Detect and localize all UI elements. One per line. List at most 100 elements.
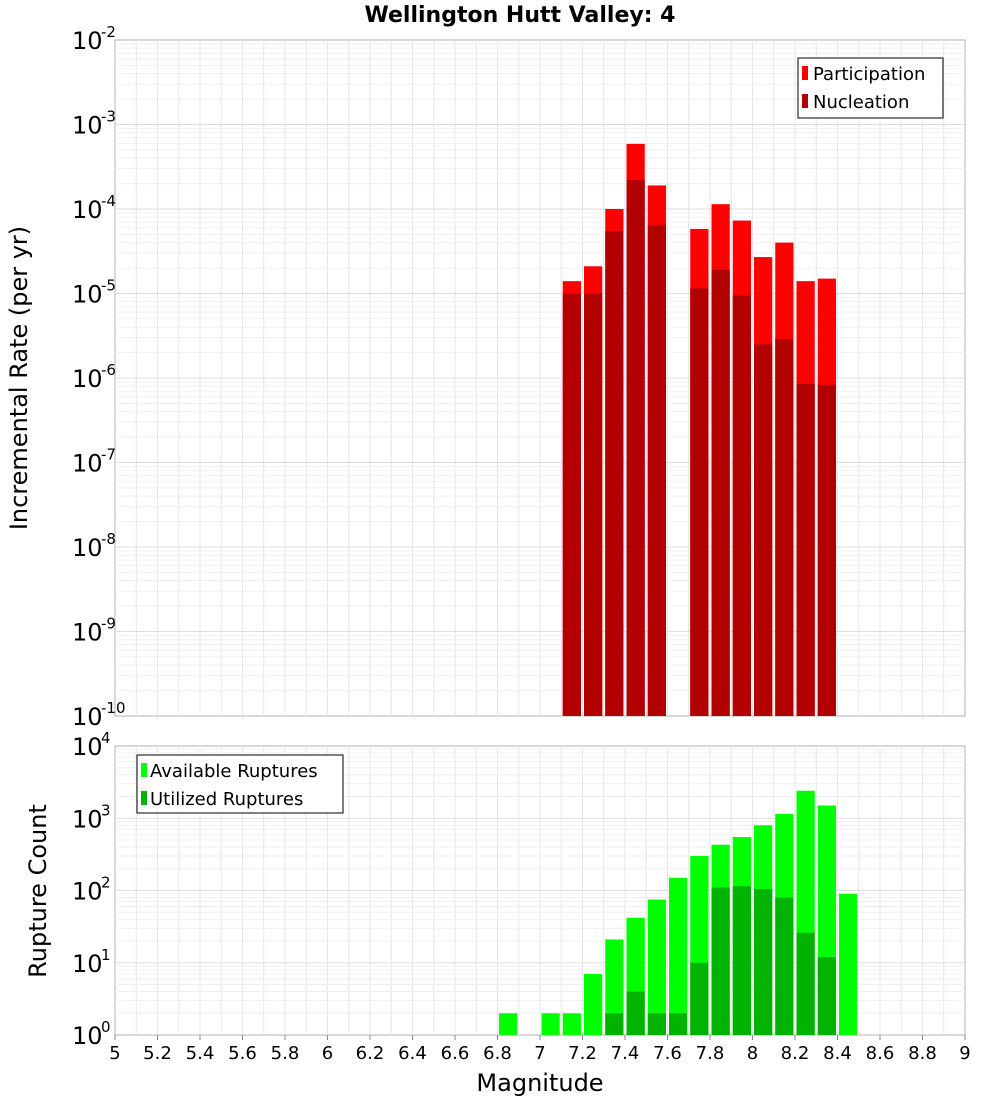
count-bar-s0	[584, 973, 603, 1035]
rate-bar-s1	[775, 338, 794, 716]
x-tick-label: 6.2	[356, 1043, 385, 1064]
count-y-tick-base: 10	[72, 950, 103, 978]
x-tick-label: 7.2	[568, 1043, 597, 1064]
count-bar-s0	[839, 893, 858, 1035]
count-y-tick-label: 100	[72, 1018, 111, 1050]
x-tick-label: 6.4	[398, 1043, 427, 1064]
rate-y-tick-base: 10	[72, 450, 103, 478]
count-y-tick-label: 101	[72, 946, 111, 978]
rate-bar-s1	[690, 288, 709, 716]
count-bar-s1	[605, 1013, 624, 1035]
rate-y-tick-base: 10	[72, 619, 103, 647]
count-y-tick-base: 10	[72, 733, 103, 761]
rate-y-tick-base: 10	[72, 365, 103, 393]
legend-available: Available Ruptures	[150, 761, 318, 782]
rate-y-tick-base: 10	[72, 196, 103, 224]
rate-bars	[562, 143, 836, 717]
x-tick-label: 8.2	[781, 1043, 810, 1064]
utilized-swatch	[141, 791, 147, 805]
count-y-tick-label: 103	[72, 801, 111, 833]
x-tick-label: 6.6	[441, 1043, 470, 1064]
rate-y-tick-base: 10	[72, 703, 103, 731]
x-tick-label: 8.6	[866, 1043, 895, 1064]
x-tick-label: 8	[747, 1043, 758, 1064]
count-bar-s1	[775, 897, 794, 1035]
rate-y-tick-base: 10	[72, 534, 103, 562]
count-bar-s0	[605, 939, 624, 1035]
rate-y-tick-exp: -4	[101, 192, 116, 210]
x-tick-label: 8.8	[908, 1043, 937, 1064]
count-bar-s0	[562, 1013, 581, 1035]
x-tick-label: 5.6	[228, 1043, 257, 1064]
rate-y-tick-exp: -3	[101, 108, 116, 126]
count-bar-s1	[626, 991, 645, 1035]
rate-y-tick-exp: -8	[101, 530, 116, 548]
count-bar-s1	[711, 887, 730, 1035]
count-bar-s1	[690, 962, 709, 1035]
legend-utilized: Utilized Ruptures	[150, 789, 303, 810]
participation-swatch	[802, 66, 808, 80]
x-ticks: 5 5.2 5.4 5.6 5.8 6 6.2 6.4 6.6 6.8 7 7.2 7.4 7.6 7.8 8…	[109, 1035, 971, 1064]
rate-bar-s1	[626, 180, 645, 716]
count-y-tick-label: 104	[72, 729, 111, 761]
rate-y-tick-label: 10-5	[72, 277, 116, 309]
count-bar-s0	[499, 1013, 518, 1035]
count-bar-s1	[796, 932, 815, 1035]
x-tick-label: 7.8	[696, 1043, 725, 1064]
x-tick-label: 6.8	[483, 1043, 512, 1064]
rate-bar-s1	[647, 224, 666, 716]
count-y-tick-exp: 1	[101, 946, 111, 964]
x-tick-label: 5.8	[271, 1043, 300, 1064]
count-y-tick-label: 102	[72, 874, 111, 906]
x-tick-label: 5	[109, 1043, 120, 1064]
rate-bar-s1	[817, 384, 836, 716]
rate-y-tick-base: 10	[72, 27, 103, 55]
rate-y-tick-label: 10-6	[72, 361, 116, 393]
rate-y-tick-exp: -9	[101, 615, 116, 633]
rate-bar-s1	[732, 295, 751, 716]
rate-y-tick-exp: -6	[101, 361, 116, 379]
rate-bar-s1	[754, 344, 773, 716]
rate-y-tick-label: 10-3	[72, 108, 116, 140]
x-tick-label: 7	[534, 1043, 545, 1064]
rate-legend: Participation Nucleation	[797, 57, 944, 119]
rate-y-tick-base: 10	[72, 112, 103, 140]
rate-y-tick-exp: -5	[101, 277, 116, 295]
legend-participation: Participation	[813, 64, 925, 85]
rate-y-tick-label: 10-10	[72, 699, 126, 731]
rate-y-tick-exp: -2	[101, 23, 116, 41]
count-legend: Available Ruptures Utilized Ruptures	[136, 754, 344, 814]
count-y-axis-label: Rupture Count	[24, 804, 52, 978]
count-bar-s1	[754, 888, 773, 1035]
x-tick-label: 9	[959, 1043, 970, 1064]
available-swatch	[141, 763, 147, 777]
x-axis-label: Magnitude	[476, 1069, 603, 1097]
chart-title: Wellington Hutt Valley: 4	[365, 3, 676, 28]
rate-y-tick-exp: -10	[101, 699, 126, 717]
x-tick-label: 8.4	[823, 1043, 852, 1064]
count-y-tick-exp: 4	[101, 729, 111, 747]
x-tick-label: 6	[322, 1043, 333, 1064]
rate-y-tick-exp: -7	[101, 446, 116, 464]
rate-y-tick-label: 10-7	[72, 446, 116, 478]
rate-y-tick-label: 10-9	[72, 615, 116, 647]
x-tick-label: 5.4	[186, 1043, 215, 1064]
rate-y-tick-label: 10-4	[72, 192, 116, 224]
rate-bar-s1	[796, 383, 815, 716]
x-tick-label: 5.2	[143, 1043, 172, 1064]
count-bar-s0	[669, 877, 688, 1035]
rate-bar-s1	[605, 230, 624, 717]
count-bar-s0	[541, 1013, 560, 1035]
x-tick-label: 7.6	[653, 1043, 682, 1064]
count-bar-s1	[732, 886, 751, 1035]
count-bar-s1	[669, 1013, 688, 1035]
rate-bar-s1	[584, 293, 603, 716]
count-y-tick-base: 10	[72, 805, 103, 833]
count-y-tick-base: 10	[72, 878, 103, 906]
rate-grid	[115, 40, 965, 716]
